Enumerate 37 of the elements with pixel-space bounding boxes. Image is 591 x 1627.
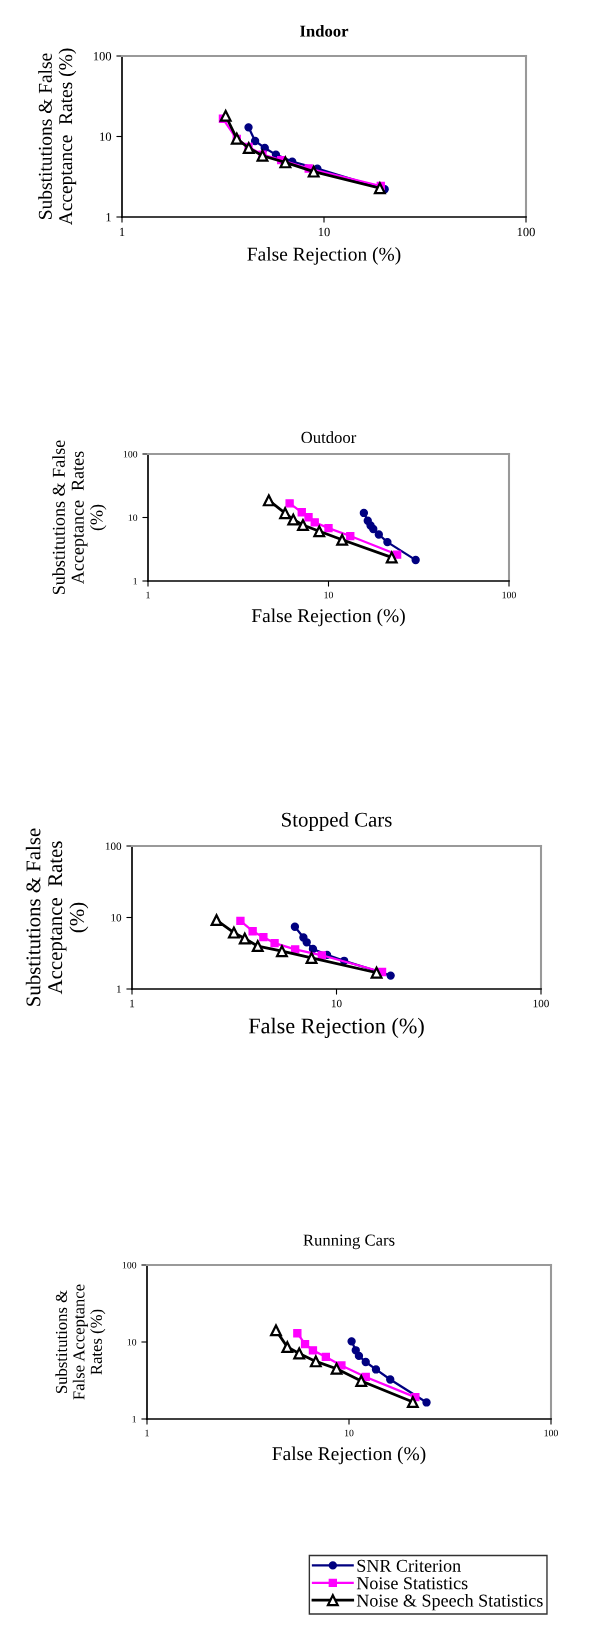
x-axis-title: False Rejection (%)	[247, 247, 401, 265]
y-axis-title: Substitutions & False Acceptance Rates (%)	[25, 828, 89, 1006]
y-axis-title: Substitutions & False Acceptance Rates (%)	[52, 440, 107, 595]
x-tick-label: 1	[145, 1429, 149, 1437]
x-tick-label: 100	[517, 227, 535, 237]
x-tick-label: 100	[544, 1429, 558, 1437]
y-tick-label: 1	[117, 985, 121, 993]
y-tick-label: 1	[133, 577, 137, 585]
legend-label: Noise & Speech Statistics	[356, 1593, 543, 1611]
x-tick-label: 10	[331, 999, 342, 1008]
x-tick-label: 10	[344, 1429, 354, 1437]
y-tick-label: 10	[111, 913, 122, 922]
y-tick-label: 10	[128, 514, 138, 521]
chart-title: Stopped Cars	[282, 812, 392, 831]
x-tick-label: 10	[318, 227, 330, 237]
chart-title: Outdoor	[301, 431, 357, 444]
y-tick-label: 100	[122, 1261, 137, 1269]
y-tick-label: 1	[132, 1415, 136, 1423]
legend-label: SNR Criterion	[357, 1559, 461, 1572]
y-tick-label: 10	[100, 132, 112, 141]
chart-title: Running Cars	[303, 1234, 395, 1250]
x-tick-label: 100	[533, 999, 549, 1008]
y-axis-title: Substitutions & False Acceptance Rates (%)	[38, 48, 77, 226]
y-tick-label: 10	[127, 1338, 137, 1346]
chart-title: Indoor	[300, 24, 349, 37]
y-tick-label: 1	[106, 213, 111, 222]
legend-label: Noise Statistics	[356, 1577, 468, 1590]
x-axis-title: False Rejection (%)	[251, 608, 405, 627]
x-tick-label: 1	[146, 591, 150, 599]
x-axis-title: False Rejection (%)	[248, 1017, 424, 1038]
y-tick-label: 100	[105, 842, 122, 850]
x-tick-label: 10	[324, 591, 333, 599]
x-axis-title: False Rejection (%)	[272, 1446, 426, 1465]
x-tick-label: 100	[502, 591, 516, 599]
y-tick-label: 100	[93, 52, 112, 61]
y-axis-title: Substitutions & False Acceptance Rates (%)	[55, 1284, 106, 1400]
y-tick-label: 100	[123, 450, 138, 458]
